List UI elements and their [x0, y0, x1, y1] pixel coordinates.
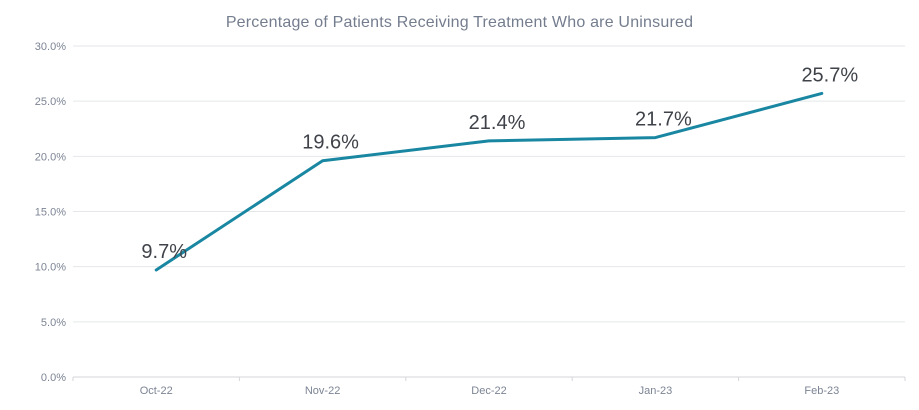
data-label: 21.7%	[635, 109, 692, 131]
chart-title: Percentage of Patients Receiving Treatme…	[225, 14, 694, 31]
y-tick-label: 0.0%	[41, 372, 66, 384]
data-label: 19.6%	[302, 132, 359, 154]
data-label: 25.7%	[801, 64, 858, 86]
y-tick-label: 15.0%	[35, 207, 66, 219]
y-tick-label: 25.0%	[35, 96, 66, 108]
data-label: 9.7%	[141, 241, 187, 263]
series-line	[154, 91, 824, 272]
y-tick-label: 30.0%	[35, 41, 66, 53]
y-tick-label: 20.0%	[35, 151, 66, 163]
x-tick-label: Jan-23	[639, 385, 673, 397]
y-tick-label: 5.0%	[41, 317, 66, 329]
x-tick-label: Dec-22	[471, 385, 506, 397]
x-tick-label: Nov-22	[305, 385, 340, 397]
x-tick-label: Oct-22	[140, 385, 173, 397]
x-tick-label: Feb-23	[804, 385, 839, 397]
y-tick-label: 10.0%	[35, 262, 66, 274]
data-label: 21.4%	[469, 112, 526, 134]
